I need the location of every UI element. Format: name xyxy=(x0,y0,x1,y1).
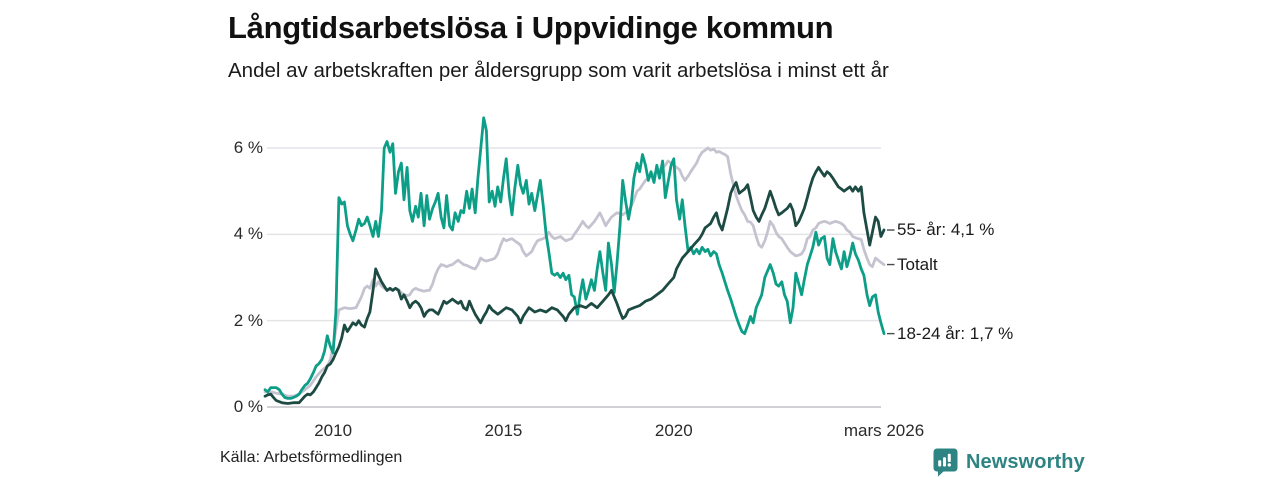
y-axis-tick-label: 2 % xyxy=(233,310,263,330)
series-end-label: Totalt xyxy=(897,254,938,274)
x-axis-tick-label: mars 2026 xyxy=(843,421,925,440)
series-end-label: 18-24 år: 1,7 % xyxy=(897,323,1014,343)
newsworthy-wordmark: Newsworthy xyxy=(966,451,1085,473)
newsworthy-logo: Newsworthy xyxy=(933,448,1085,477)
y-axis-tick-label: 0 % xyxy=(233,397,263,416)
series-line-Totalt xyxy=(263,146,886,398)
y-axis-tick-label: 4 % xyxy=(233,224,263,244)
series-line-55- år xyxy=(263,165,886,405)
chart-gridlines xyxy=(267,147,881,408)
x-axis-tick-label: 2010 xyxy=(314,421,353,440)
y-axis-tick-label: 6 % xyxy=(233,138,263,157)
chart-subtitle: Andel av arbetskraften per åldersgrupp s… xyxy=(228,59,889,82)
series-line-18-24 år xyxy=(263,116,886,400)
series-end-label: 55- år: 4,1 % xyxy=(897,220,995,240)
newsworthy-bar-chart-icon xyxy=(933,448,958,477)
series-label-ticks xyxy=(887,229,895,335)
chart-series-lines xyxy=(263,116,886,405)
x-axis-tick-label: 2015 xyxy=(484,421,523,440)
x-axis-tick-label: 2020 xyxy=(654,421,693,440)
source-note: Källa: Arbetsförmedlingen xyxy=(220,449,403,466)
page-title: Långtidsarbetslösa i Uppvidinge kommun xyxy=(228,10,834,45)
